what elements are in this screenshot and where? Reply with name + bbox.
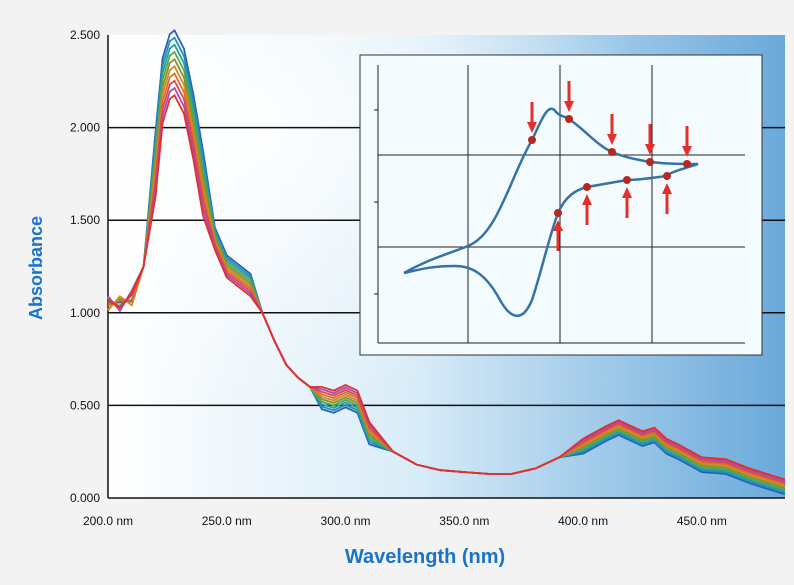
inset-marker-point bbox=[528, 136, 536, 144]
inset-arrow-b0 bbox=[553, 220, 563, 251]
inset-grid bbox=[377, 65, 745, 344]
absorbance-series-1 bbox=[107, 29, 786, 496]
inset-arrow-b3 bbox=[662, 183, 672, 214]
absorbance-series-10 bbox=[107, 93, 786, 481]
y-axis-title: Absorbance bbox=[26, 216, 46, 320]
inset-arrow-t4 bbox=[682, 126, 692, 157]
inset-marker-point bbox=[565, 115, 573, 123]
absorbance-series-8 bbox=[107, 79, 786, 484]
x-tick-label: 300.0 nm bbox=[321, 514, 371, 528]
inset-arrow-t0 bbox=[527, 102, 537, 133]
inset-arrow-b2 bbox=[622, 187, 632, 218]
inset-marker-point bbox=[554, 209, 562, 217]
inset-y-ticks bbox=[374, 109, 378, 295]
inset-arrow-t2 bbox=[607, 114, 617, 145]
absorbance-series-2 bbox=[107, 36, 786, 494]
x-tick-label: 200.0 nm bbox=[83, 514, 133, 528]
inset-marker-point bbox=[623, 176, 631, 184]
inset-arrow-b1 bbox=[582, 194, 592, 225]
y-tick-labels: 0.000 0.500 1.000 1.500 2.000 2.500 bbox=[70, 28, 100, 505]
inset-marker-point bbox=[683, 160, 691, 168]
absorbance-series-5 bbox=[107, 57, 786, 489]
x-tick-label: 250.0 nm bbox=[202, 514, 252, 528]
series-group bbox=[107, 29, 786, 496]
inset-marker-point bbox=[663, 172, 671, 180]
y-tick-label: 1.000 bbox=[70, 306, 100, 320]
inset-marker-point bbox=[608, 148, 616, 156]
inset-marker-point bbox=[646, 158, 654, 166]
inset-arrow-t1 bbox=[564, 81, 574, 112]
inset-markers bbox=[527, 81, 692, 251]
y-tick-label: 1.500 bbox=[70, 213, 100, 227]
x-tick-labels: 200.0 nm 250.0 nm 300.0 nm 350.0 nm 400.0 nm… bbox=[83, 514, 727, 528]
absorbance-series-3 bbox=[107, 43, 786, 492]
y-tick-label: 2.000 bbox=[70, 121, 100, 135]
x-tick-label: 400.0 nm bbox=[558, 514, 608, 528]
inset-arrow-t3 bbox=[645, 124, 655, 155]
absorbance-series-9 bbox=[107, 86, 786, 482]
absorbance-series-4 bbox=[107, 50, 786, 491]
y-tick-label: 2.500 bbox=[70, 28, 100, 42]
y-tick-label: 0.000 bbox=[70, 491, 100, 505]
y-tick-label: 0.500 bbox=[70, 398, 100, 412]
absorbance-series-6 bbox=[107, 65, 786, 487]
inset-marker-point bbox=[583, 183, 591, 191]
x-tick-label: 450.0 nm bbox=[677, 514, 727, 528]
inset-panel bbox=[359, 54, 763, 356]
x-axis-title: Wavelength (nm) bbox=[345, 546, 505, 568]
absorbance-series-7 bbox=[107, 72, 786, 486]
x-tick-label: 350.0 nm bbox=[439, 514, 489, 528]
